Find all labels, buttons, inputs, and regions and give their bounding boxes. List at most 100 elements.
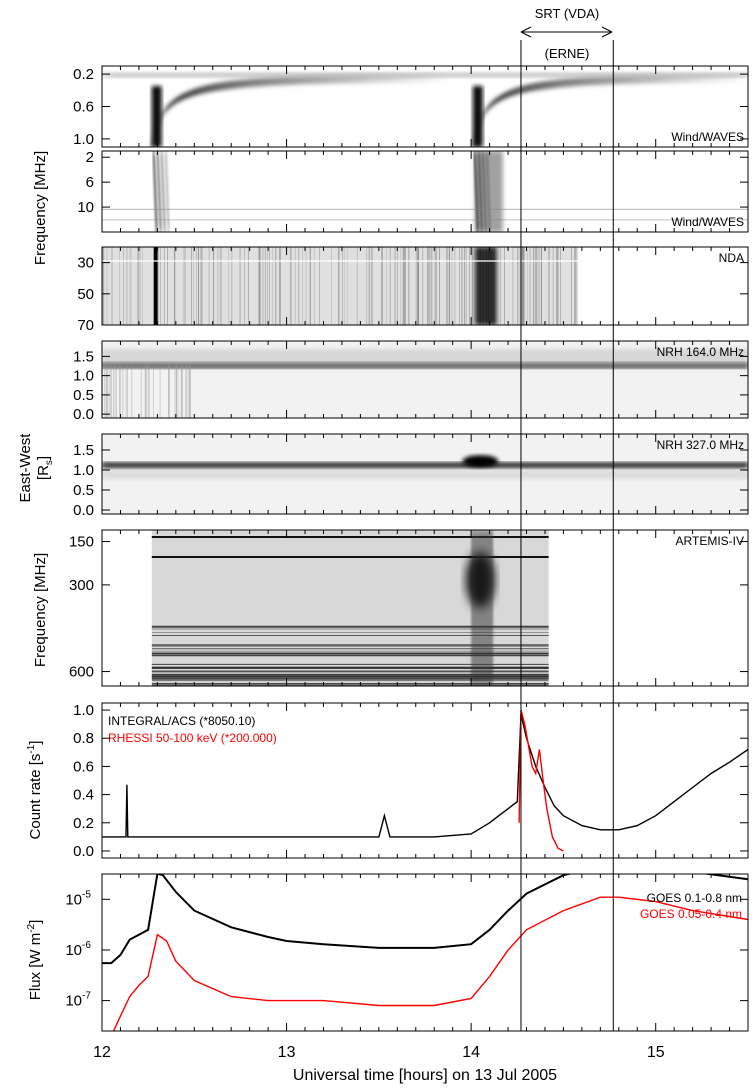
east-west-unit-sub: s <box>44 460 55 465</box>
y-tick-sup: -6 <box>82 940 91 951</box>
panel-count-rate: INTEGRAL/ACS (*8050.10) RHESSI 50-100 keV… <box>73 702 749 860</box>
panel-frame <box>101 150 749 233</box>
y-tick-label: 300 <box>69 577 94 594</box>
nda-burst-2 <box>474 247 497 325</box>
y-tick-label: 70 <box>77 317 94 334</box>
east-west-unit: [Rs] <box>35 456 55 480</box>
x-tick-label: 12 <box>93 1044 111 1061</box>
flux-close: ] <box>27 920 44 924</box>
panel-label: Wind/WAVES <box>671 130 744 144</box>
east-west-title: East-West <box>17 433 34 503</box>
nrh-burst <box>462 455 499 468</box>
panel-nda: NDA 30 50 70 <box>77 246 749 334</box>
y-tick-sup: -5 <box>82 889 91 900</box>
panel-frame <box>101 340 749 419</box>
burst-stripe <box>160 151 166 232</box>
nda-burst-1 <box>153 247 158 325</box>
y-tick-sup: -7 <box>82 991 91 1002</box>
y-tick-label: 0.2 <box>73 66 94 83</box>
panel-content-goes <box>102 874 748 1031</box>
series-line-1 <box>518 709 564 852</box>
x-tick-label: 14 <box>462 1044 480 1061</box>
frequency-label-top: Frequency [MHz] <box>32 151 49 265</box>
y-tick-label: 10 <box>65 942 82 959</box>
x-tick-label: 15 <box>647 1044 665 1061</box>
series-line-0 <box>102 714 748 838</box>
panel-label: NRH 164.0 MHz <box>657 345 744 359</box>
y-tick-label: 0.6 <box>73 99 94 116</box>
panel-label: Wind/WAVES <box>671 215 744 229</box>
y-tick-label: 150 <box>69 534 94 551</box>
panel-frame <box>101 873 749 1032</box>
y-tick-label: 1.5 <box>73 442 94 459</box>
panel-frame <box>101 433 749 515</box>
nrh-shadow <box>102 469 748 480</box>
burst-core <box>151 86 162 147</box>
panel-wind-waves-rad2: Wind/WAVES 2 6 10 <box>77 149 749 233</box>
y-tick-label: 1.0 <box>73 131 94 148</box>
y-tick-label: 0.5 <box>73 387 94 404</box>
count-rate-close: ] <box>27 741 44 745</box>
y-tick-label: 0.8 <box>73 730 94 747</box>
flux-text: Flux [W m-2] <box>26 920 44 1001</box>
east-west-unit-close: ] <box>35 456 52 460</box>
y-tick-label: 0.4 <box>73 787 94 804</box>
count-rate-sup: -1 <box>26 744 37 753</box>
y-tick-label: 0.6 <box>73 758 94 775</box>
flux-main: Flux [W m <box>27 933 44 1001</box>
series-line-1 <box>102 896 748 1031</box>
panel-frame <box>101 702 749 859</box>
panel-content-artemis <box>151 530 549 686</box>
burst-stripe <box>164 151 170 232</box>
panel-label: NRH 327.0 MHz <box>657 438 744 452</box>
burst-envelope <box>151 74 453 147</box>
nrh-limb-band <box>102 462 748 469</box>
y-tick-label: 50 <box>77 286 94 303</box>
srt-arrow-right-head <box>601 26 613 38</box>
y-tick-label: 0.0 <box>73 502 94 519</box>
burst-core <box>472 86 483 147</box>
east-west-label: East-West <box>17 433 34 503</box>
y-tick-label: 0.2 <box>73 815 94 832</box>
time-markers <box>520 40 614 1031</box>
x-axis-label: Universal time [hours] on 13 Jul 2005 <box>293 1067 557 1084</box>
background-band <box>102 72 748 78</box>
y-tick-label: 10 <box>77 199 94 216</box>
frequency-label-artemis: Frequency [MHz] <box>32 553 49 667</box>
panel-nrh-327: NRH 327.0 MHz 1.5 1.0 0.5 0.0 <box>73 433 749 519</box>
series-line-0 <box>102 874 748 965</box>
y-tick-label: 30 <box>77 255 94 272</box>
panel-content-wind-waves-rad1 <box>102 72 748 147</box>
legend-1: RHESSI 50-100 keV (*200.000) <box>108 731 277 745</box>
nrh-halo <box>102 349 748 367</box>
y-tick-label: 1.0 <box>73 368 94 385</box>
panel-content-nrh-164 <box>102 341 748 418</box>
y-tick-label: 600 <box>69 664 94 681</box>
east-west-unit-label: [Rs] <box>35 456 55 480</box>
count-rate-main: Count rate [s <box>27 754 44 840</box>
artemis-burst-column <box>471 530 494 686</box>
y-tick-label: 1.0 <box>73 702 94 719</box>
panel-content-nda <box>102 247 579 325</box>
srt-annotation: SRT (VDA) (ERNE) <box>520 6 613 61</box>
panel-content-nrh-327 <box>102 434 748 514</box>
y-tick-label: 10 <box>65 891 82 908</box>
y-tick-label: 0.0 <box>73 843 94 860</box>
panel-content-count-rate <box>102 709 748 852</box>
count-rate-text: Count rate [s-1] <box>26 741 44 840</box>
burst-stripe <box>156 151 162 232</box>
panel-nrh-164: NRH 164.0 MHz 1.5 1.0 0.5 0.0 <box>73 340 749 423</box>
y-tick-label: 0.5 <box>73 482 94 499</box>
panel-frame <box>101 246 749 326</box>
y-tick-label: 1.5 <box>73 348 94 365</box>
y-tick-label: 2 <box>86 149 94 166</box>
y-tick-label: 1.0 <box>73 462 94 479</box>
panel-frame <box>101 529 749 687</box>
x-axis: 12 13 14 15 <box>93 1044 665 1061</box>
panel-wind-waves-rad1: Wind/WAVES 0.2 0.6 1.0 <box>73 65 749 148</box>
burst-stripe <box>152 151 158 232</box>
flux-sup: -2 <box>26 923 37 932</box>
legend-0: INTEGRAL/ACS (*8050.10) <box>108 714 255 728</box>
